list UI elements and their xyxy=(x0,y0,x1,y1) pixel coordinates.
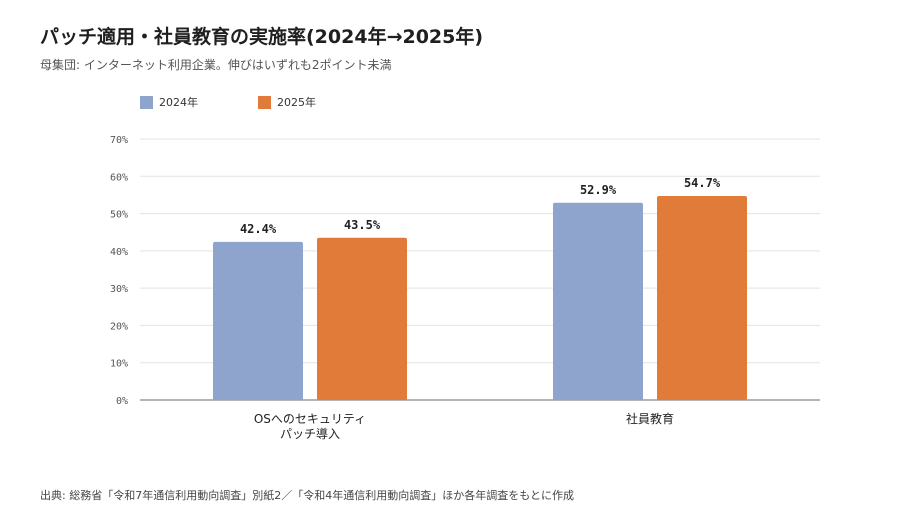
legend-item-2025: 2025年 xyxy=(258,94,376,110)
source-note: 出典: 総務省「令和7年通信利用動向調査」別紙2／「令和4年通信利用動向調査」ほ… xyxy=(40,489,574,502)
legend-swatch-2024 xyxy=(140,95,153,109)
bar xyxy=(317,237,407,400)
bar xyxy=(213,241,303,400)
legend-item-2024: 2024年 xyxy=(140,94,258,110)
y-tick-label: 20% xyxy=(110,321,128,332)
y-tick-label: 10% xyxy=(110,359,128,370)
y-tick-label: 40% xyxy=(110,247,128,258)
x-tick-label: OSへのセキュリティ xyxy=(254,412,366,426)
y-tick-label: 30% xyxy=(110,284,128,295)
chart-subtitle: 母集団: インターネット利用企業。伸びはいずれも2ポイント未満 xyxy=(40,58,392,72)
y-tick-label: 50% xyxy=(110,210,128,221)
legend-label-2024: 2024年 xyxy=(159,96,198,109)
y-tick-label: 0% xyxy=(116,396,128,407)
chart-title: パッチ適用・社員教育の実施率(2024年→2025年) xyxy=(40,26,484,48)
x-tick-label: パッチ導入 xyxy=(280,427,340,441)
bar xyxy=(657,196,747,400)
x-tick-label: 社員教育 xyxy=(626,411,674,426)
data-label: 54.7% xyxy=(684,176,721,190)
legend-label-2025: 2025年 xyxy=(277,96,316,109)
legend: 2024年 2025年 xyxy=(140,94,376,110)
data-label: 43.5% xyxy=(344,218,381,232)
y-tick-label: 60% xyxy=(110,172,128,183)
legend-swatch-2025 xyxy=(258,95,271,109)
data-label: 52.9% xyxy=(580,183,617,197)
data-label: 42.4% xyxy=(240,222,277,236)
y-tick-label: 70% xyxy=(110,135,128,146)
bar xyxy=(553,202,643,400)
